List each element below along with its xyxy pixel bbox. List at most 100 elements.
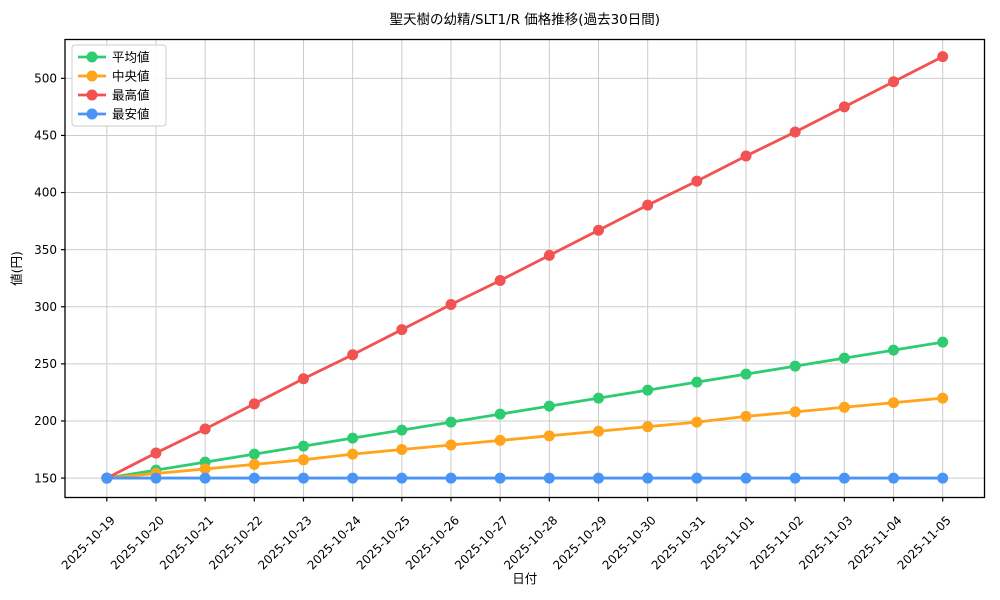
legend-item-median: 中央値 <box>78 69 150 84</box>
series-median-marker <box>888 397 900 409</box>
series-min-marker <box>347 472 359 484</box>
series-max-line <box>106 55 944 480</box>
series-average-marker <box>888 344 900 356</box>
series-max-marker <box>543 249 555 261</box>
series-min-marker <box>396 472 408 484</box>
series-min-marker <box>297 472 309 484</box>
series-average-marker <box>396 424 408 436</box>
series-average-marker <box>297 440 309 452</box>
legend-marker-dot <box>86 70 98 82</box>
legend-box <box>71 44 167 127</box>
series-max-marker <box>593 224 605 236</box>
series-average-marker <box>937 336 949 348</box>
series-min-marker <box>199 472 211 484</box>
series-max <box>101 51 949 484</box>
series-max-marker <box>494 274 506 286</box>
series-min-marker <box>494 472 506 484</box>
series-median-marker <box>838 401 850 413</box>
series-min-marker <box>593 472 605 484</box>
y-tick-label: 500 <box>34 72 57 86</box>
series-average-marker <box>642 384 654 396</box>
y-tick-labels: 150 200 250 300 350 400 450 500 <box>34 72 57 486</box>
series-average-line <box>106 340 943 480</box>
series-min-marker <box>838 472 850 484</box>
series-min-marker <box>101 472 113 484</box>
series-min-marker <box>543 472 555 484</box>
legend-label: 中央値 <box>112 69 150 84</box>
series-average-marker <box>789 360 801 372</box>
legend-label: 最高値 <box>112 88 150 103</box>
series-min-marker <box>789 472 801 484</box>
series-min-marker <box>888 472 900 484</box>
series-min <box>101 472 949 484</box>
series-average-marker <box>593 392 605 404</box>
series-average-marker <box>248 448 260 460</box>
series-max-marker <box>445 298 457 310</box>
series-median-marker <box>445 439 457 451</box>
legend-marker-dot <box>86 89 98 101</box>
series-max-marker <box>937 51 949 63</box>
series-max-marker <box>691 175 703 187</box>
series-average-marker <box>494 408 506 420</box>
series-median-marker <box>740 410 752 422</box>
series-median-marker <box>396 444 408 456</box>
series-median <box>101 392 949 484</box>
y-tick-label: 250 <box>34 357 57 371</box>
series-median-marker <box>642 421 654 433</box>
series-median-marker <box>347 448 359 460</box>
legend-item-max: 最高値 <box>78 88 150 103</box>
series-average-marker <box>838 352 850 364</box>
series-max-marker <box>642 199 654 211</box>
series-median-marker <box>543 430 555 442</box>
series-max-marker <box>740 150 752 162</box>
legend-item-average: 平均値 <box>78 50 150 65</box>
y-tick-label: 300 <box>34 300 57 314</box>
series-max-marker <box>248 398 260 410</box>
chart-title: 聖天樹の幼精/SLT1/R 価格推移(過去30日間) <box>389 12 660 28</box>
y-tick-label: 350 <box>34 243 57 257</box>
legend-marker-dot <box>86 51 98 63</box>
series-average-marker <box>347 432 359 444</box>
series-min-marker <box>445 472 457 484</box>
series-average-marker <box>445 416 457 428</box>
y-tick-label: 150 <box>34 471 57 485</box>
series-min-marker <box>248 472 260 484</box>
series-min-marker <box>150 472 162 484</box>
y-axis-title: 値(円) <box>9 251 24 286</box>
series-max-marker <box>199 423 211 435</box>
series-median-marker <box>494 434 506 446</box>
series-average-marker <box>691 376 703 388</box>
series-max-marker <box>396 324 408 336</box>
series-min-marker <box>642 472 654 484</box>
y-tick-label: 450 <box>34 129 57 143</box>
series-min-marker <box>937 472 949 484</box>
series-max-marker <box>838 101 850 113</box>
plot-border <box>64 38 986 499</box>
series-median-marker <box>593 425 605 437</box>
series-max-marker <box>150 447 162 459</box>
series-average-marker <box>740 368 752 380</box>
legend-label: 最安値 <box>112 107 150 122</box>
legend-item-min: 最安値 <box>78 107 150 122</box>
legend-label: 平均値 <box>112 50 150 65</box>
series-average-marker <box>543 400 555 412</box>
series-max-marker <box>888 76 900 88</box>
series-median-marker <box>297 454 309 466</box>
axis-ticks <box>61 77 944 502</box>
series-min-marker <box>691 472 703 484</box>
series-max-marker <box>789 126 801 138</box>
legend-marker-dot <box>86 108 98 120</box>
series-max-marker <box>297 373 309 385</box>
y-tick-label: 200 <box>34 414 57 428</box>
series-min-marker <box>740 472 752 484</box>
series-median-marker <box>789 406 801 418</box>
series-median-marker <box>691 416 703 428</box>
y-tick-label: 400 <box>34 186 57 200</box>
series-median-line <box>106 396 943 480</box>
series-max-marker <box>347 349 359 361</box>
series-median-marker <box>937 392 949 404</box>
x-axis-title: 日付 <box>512 571 537 586</box>
